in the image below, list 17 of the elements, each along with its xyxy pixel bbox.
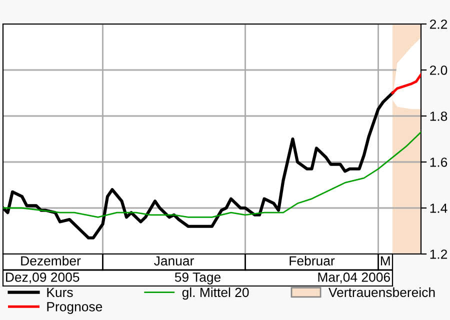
- text: Dez,09 2005: [6, 272, 80, 284]
- x-tick-label: Dezember: [21, 256, 81, 266]
- x-tick-label: Januar: [154, 256, 194, 266]
- y-tick-label: 1.4: [430, 204, 448, 213]
- legend-label: Vertrauensbereich: [328, 287, 435, 298]
- x-tick-label: Februar: [290, 256, 335, 266]
- text: Mar,04 2006: [318, 272, 390, 284]
- x-tick-label: M: [380, 256, 390, 266]
- y-tick-label: 1.8: [430, 112, 448, 121]
- y-tick-label: 1.2: [430, 250, 448, 259]
- y-tick-label: 2.0: [430, 66, 448, 75]
- y-tick-label: 1.6: [430, 158, 448, 167]
- legend-label: Kurs: [47, 288, 73, 298]
- y-tick-label: 2.2: [430, 20, 448, 29]
- legend-label: gl. Mittel 20: [182, 287, 249, 300]
- text: 59 Tage: [174, 272, 221, 284]
- legend-label: Prognose: [47, 302, 102, 314]
